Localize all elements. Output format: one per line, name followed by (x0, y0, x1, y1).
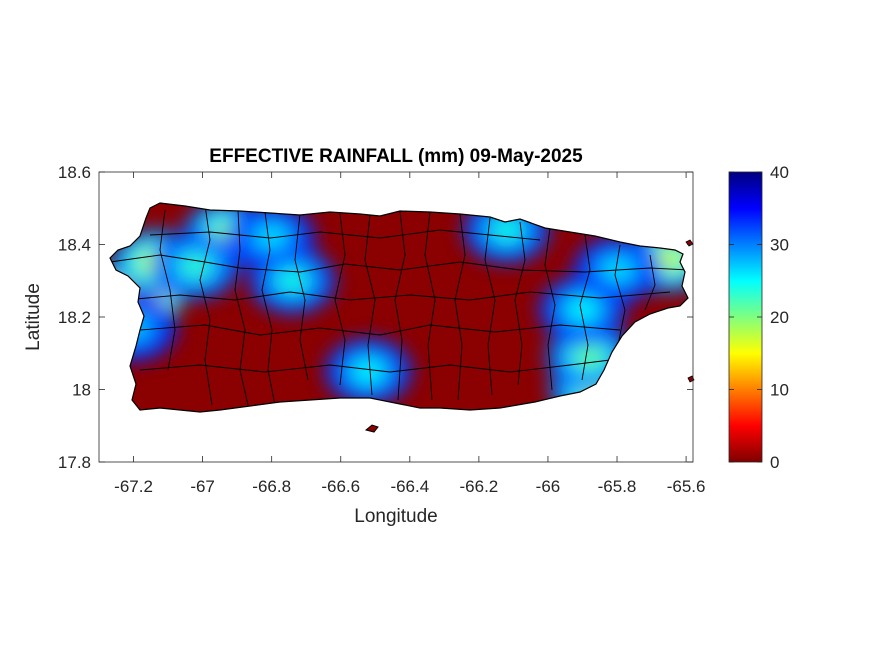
boundary-line (139, 359, 611, 373)
y-axis-ticks: 17.8 18 18.2 18.4 18.6 (58, 163, 693, 472)
colorbar-tick-label: 30 (770, 236, 789, 255)
rainfall-hotspot (566, 297, 599, 322)
rainfall-hotspot (653, 247, 685, 271)
x-tick-label: -66.4 (390, 477, 429, 496)
boundary-line (149, 229, 541, 241)
rainfall-hotspot (180, 254, 212, 279)
colorbar-ticks: 0 10 20 30 40 (729, 163, 789, 472)
y-axis-label: Latitude (23, 283, 44, 351)
colorbar-tick-label: 0 (770, 453, 779, 472)
x-tick-label: -65.6 (667, 477, 706, 496)
x-tick-label: -67.2 (114, 477, 153, 496)
municipality-boundaries (110, 204, 688, 406)
boundary-line (199, 204, 213, 406)
boundary-line (334, 213, 346, 386)
small-island-caja-de-muerto (364, 424, 379, 433)
rainfall-hotspot (276, 268, 308, 293)
rainfall-hotspot (352, 359, 384, 384)
colorbar (728, 171, 763, 463)
colorbar-tick-label: 10 (770, 381, 789, 400)
boundary-line (514, 221, 526, 386)
boundary-line (234, 209, 249, 406)
island-outline (109, 202, 689, 413)
x-axis-label: Longitude (354, 506, 437, 527)
boundary-line (579, 234, 591, 381)
y-tick-label: 18.4 (58, 236, 91, 255)
boundary-line (424, 211, 436, 401)
y-tick-label: 17.8 (58, 453, 91, 472)
rainfall-hotspot (256, 225, 288, 250)
boundary-line (124, 291, 671, 301)
y-tick-label: 18.6 (58, 163, 91, 182)
boundary-line (159, 209, 176, 371)
boundary-line (139, 324, 621, 336)
boundary-line (364, 214, 376, 396)
rainfall-hotspot (573, 344, 605, 369)
boundary-line (294, 213, 309, 381)
x-tick-label: -66.8 (252, 477, 291, 496)
x-tick-label: -66.2 (460, 477, 499, 496)
boundary-line (261, 211, 276, 406)
x-axis-ticks: -67.2 -67 -66.8 -66.6 -66.4 -66.2 -66 -65.8 -65.… (114, 172, 705, 496)
x-tick-label: -66.6 (321, 477, 360, 496)
x-tick-label: -65.8 (598, 477, 637, 496)
boundary-line (544, 227, 556, 391)
boundary-line (394, 211, 406, 401)
colorbar-tick-label: 40 (770, 163, 789, 182)
colorbar-tick-label: 20 (770, 308, 789, 327)
x-tick-label: -67 (190, 477, 215, 496)
small-island-southeast (687, 375, 695, 383)
boundary-line (644, 254, 656, 311)
chart-title: EFFECTIVE RAINFALL (mm) 09-May-2025 (209, 146, 583, 167)
y-tick-label: 18.2 (58, 308, 91, 327)
boundary-line (484, 217, 496, 396)
x-tick-label: -66 (536, 477, 561, 496)
boundary-line (614, 244, 626, 346)
boundary-line (454, 213, 466, 401)
y-tick-label: 18 (72, 381, 91, 400)
boundary-line (110, 254, 688, 273)
